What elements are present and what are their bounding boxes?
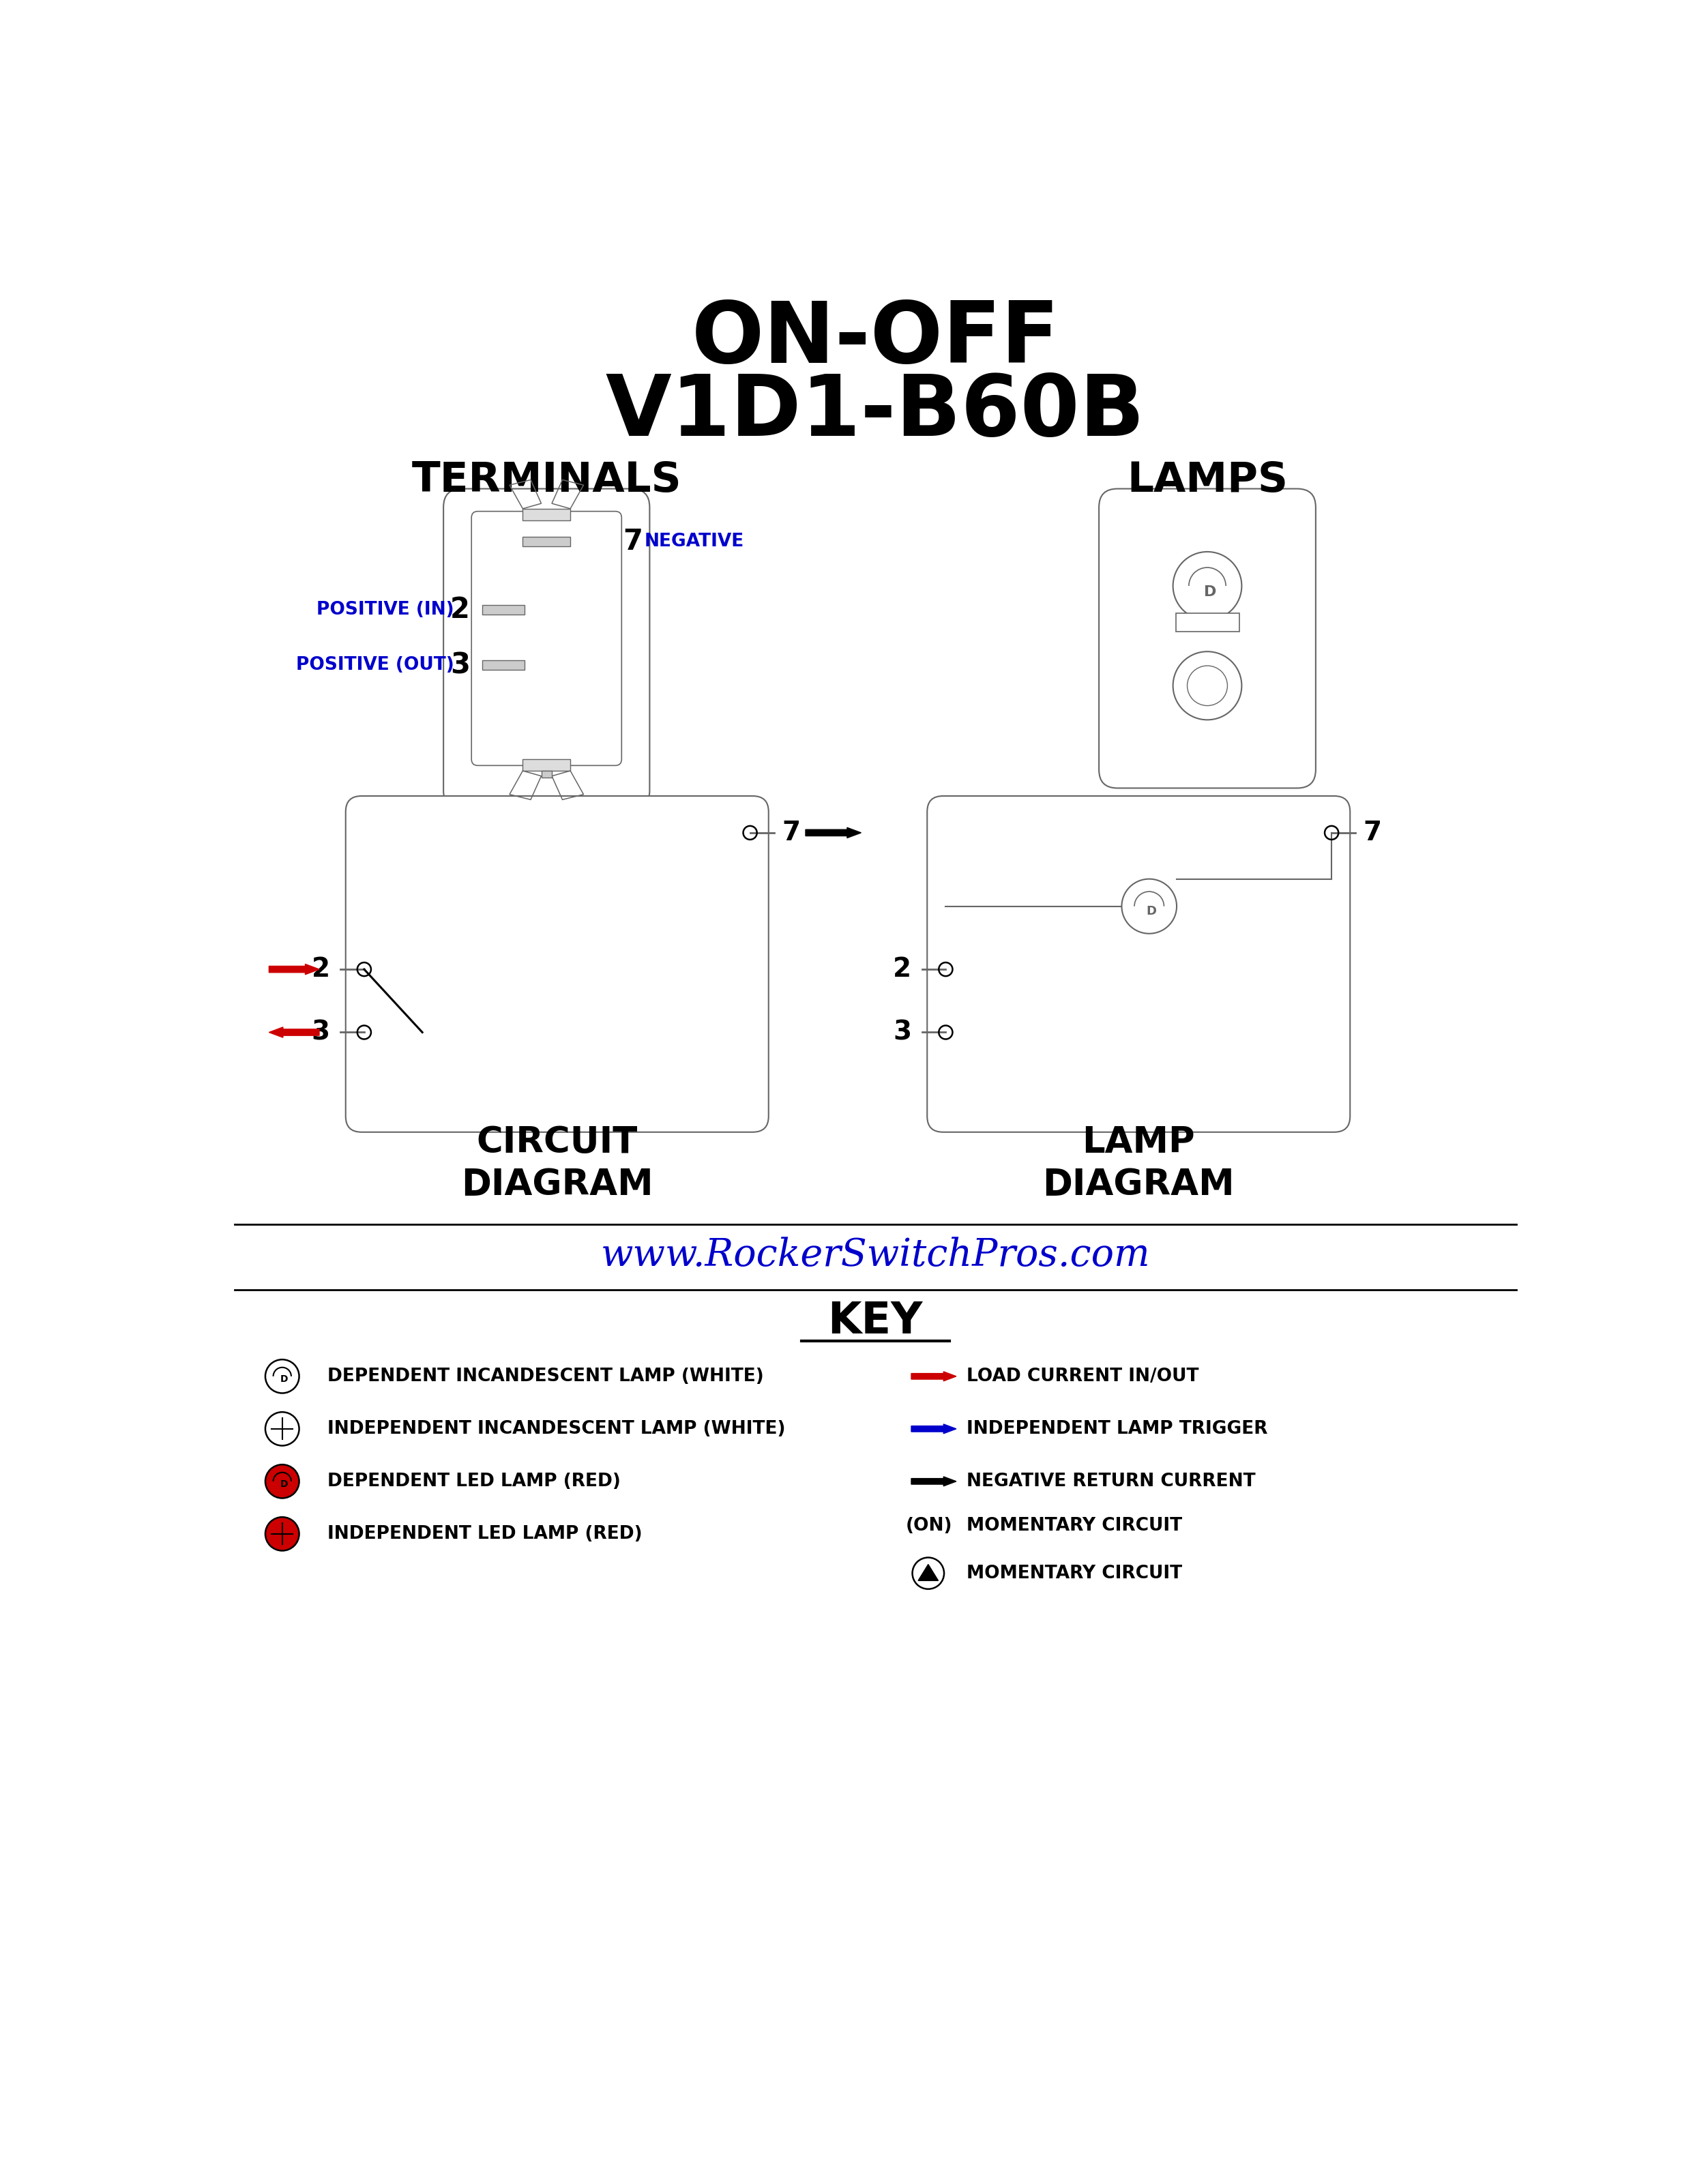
Text: MOMENTARY CIRCUIT: MOMENTARY CIRCUIT [967, 1516, 1182, 1536]
Text: MOMENTARY CIRCUIT: MOMENTARY CIRCUIT [967, 1564, 1182, 1581]
Bar [1175, 614, 1238, 631]
Text: D: D [280, 1375, 287, 1384]
Text: 2: 2 [311, 957, 330, 983]
Text: 2: 2 [893, 957, 912, 983]
FancyArrow shape [268, 1028, 319, 1037]
Text: CIRCUIT: CIRCUIT [477, 1126, 637, 1160]
Text: NEGATIVE RETURN CURRENT: NEGATIVE RETURN CURRENT [967, 1473, 1255, 1490]
Text: INDEPENDENT LAMP TRIGGER: INDEPENDENT LAMP TRIGGER [967, 1421, 1267, 1438]
FancyBboxPatch shape [927, 796, 1349, 1132]
Text: DEPENDENT LED LAMP (RED): DEPENDENT LED LAMP (RED) [328, 1473, 620, 1490]
Text: 3: 3 [311, 1019, 330, 1045]
Text: D: D [1146, 904, 1156, 917]
Text: INDEPENDENT INCANDESCENT LAMP (WHITE): INDEPENDENT INCANDESCENT LAMP (WHITE) [328, 1421, 786, 1438]
FancyBboxPatch shape [345, 796, 769, 1132]
FancyArrow shape [806, 829, 861, 837]
FancyArrow shape [912, 1425, 956, 1434]
Text: LOAD CURRENT IN/OUT: LOAD CURRENT IN/OUT [967, 1366, 1199, 1386]
Bar [482, 605, 524, 614]
Text: D: D [1204, 586, 1216, 599]
FancyBboxPatch shape [1098, 488, 1315, 787]
FancyArrow shape [912, 1371, 956, 1382]
Text: 7: 7 [1363, 820, 1382, 846]
Text: ON-OFF: ON-OFF [692, 297, 1059, 380]
Bar [523, 759, 570, 770]
Text: LAMPS: LAMPS [1127, 460, 1288, 501]
Text: POSITIVE (OUT): POSITIVE (OUT) [295, 657, 454, 675]
Text: D: D [280, 1479, 287, 1490]
Text: V1D1-B60B: V1D1-B60B [606, 371, 1144, 453]
FancyBboxPatch shape [471, 512, 622, 766]
Text: INDEPENDENT LED LAMP (RED): INDEPENDENT LED LAMP (RED) [328, 1525, 642, 1542]
Bar [523, 510, 570, 521]
Text: DIAGRAM: DIAGRAM [461, 1167, 652, 1202]
Text: (ON): (ON) [905, 1516, 953, 1536]
Text: POSITIVE (IN): POSITIVE (IN) [316, 601, 454, 618]
Bar [482, 662, 524, 670]
Text: 3: 3 [893, 1019, 912, 1045]
FancyBboxPatch shape [444, 488, 649, 809]
Text: 7: 7 [782, 820, 801, 846]
Bar [523, 538, 570, 547]
FancyArrow shape [912, 1477, 956, 1486]
Text: 7: 7 [623, 527, 642, 555]
Text: 2: 2 [451, 596, 470, 625]
Text: 3: 3 [451, 651, 470, 679]
Text: www.RockerSwitchPros.com: www.RockerSwitchPros.com [601, 1236, 1149, 1273]
Text: NEGATIVE: NEGATIVE [644, 534, 745, 551]
FancyArrow shape [268, 963, 319, 974]
Text: DEPENDENT INCANDESCENT LAMP (WHITE): DEPENDENT INCANDESCENT LAMP (WHITE) [328, 1366, 763, 1386]
Text: KEY: KEY [828, 1299, 922, 1343]
Text: DIAGRAM: DIAGRAM [1042, 1167, 1235, 1202]
Text: TERMINALS: TERMINALS [412, 460, 681, 501]
Bar [541, 770, 552, 779]
Circle shape [265, 1516, 299, 1551]
Circle shape [265, 1464, 299, 1499]
Text: LAMP: LAMP [1083, 1126, 1196, 1160]
Polygon shape [919, 1564, 938, 1581]
